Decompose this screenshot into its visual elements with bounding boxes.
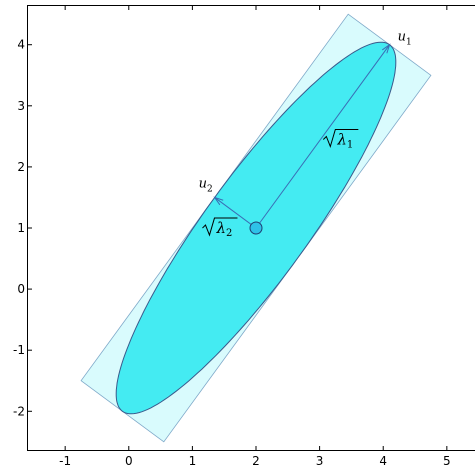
y-tick-label: 2 (17, 160, 25, 174)
lambda-symbol: λ1 (336, 130, 353, 150)
x-tick-label: 4 (379, 454, 387, 468)
x-tick-label: 3 (316, 454, 324, 468)
y-tick-label: -2 (13, 404, 25, 418)
vector-u2-label: u2 (199, 176, 213, 194)
sqrt-lambda1-label: λ1 (322, 128, 359, 150)
x-tick-label: -1 (59, 454, 71, 468)
vector-u1-line (255, 44, 390, 229)
plot-area: u1 u2 λ1 λ2 (80, 13, 432, 443)
mean-point (249, 221, 263, 235)
y-tick-label: 0 (17, 282, 25, 296)
sqrt-lambda2-label: λ2 (202, 217, 238, 239)
vector-u1-arrowhead (381, 43, 391, 54)
lambda-symbol: λ2 (215, 219, 232, 239)
sqrt-sign (322, 128, 359, 148)
vector-u2-arrowhead (213, 196, 224, 206)
x-tick-label: 5 (443, 454, 451, 468)
sqrt-sign (202, 217, 238, 237)
vector-u1-label: u1 (398, 30, 412, 48)
x-tick-label: 2 (252, 454, 260, 468)
tick-layer: -1 0 1 2 3 4 5 -2 -1 0 1 2 3 4 (13, 5, 451, 468)
y-tick-label: 3 (17, 99, 25, 113)
x-tick-label: 0 (125, 454, 133, 468)
y-tick-label: -1 (13, 343, 25, 357)
y-tick-label: 1 (17, 221, 25, 235)
vector-u2-line (214, 197, 257, 229)
x-tick-label: 1 (189, 454, 197, 468)
y-tick-label: 4 (17, 38, 25, 52)
